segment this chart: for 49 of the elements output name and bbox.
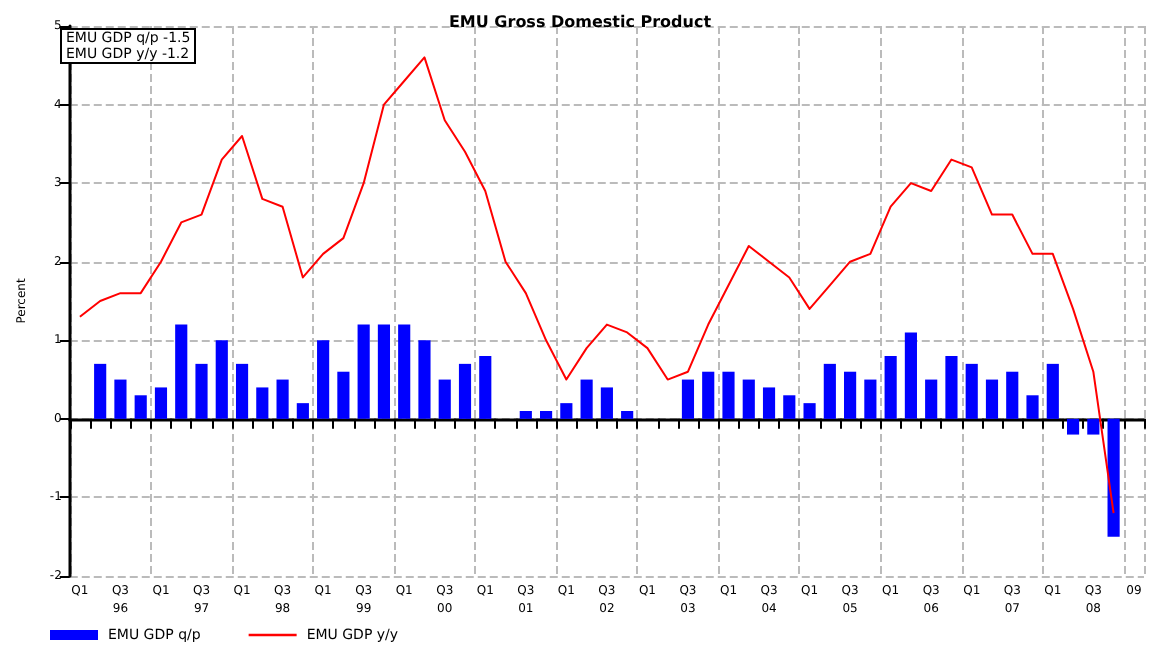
bar bbox=[175, 324, 188, 419]
bar bbox=[803, 403, 816, 419]
bar bbox=[945, 356, 958, 419]
bar bbox=[519, 411, 532, 419]
bar bbox=[195, 363, 208, 419]
bar bbox=[864, 379, 877, 419]
bar bbox=[1046, 363, 1059, 419]
bar bbox=[398, 324, 411, 419]
bar bbox=[985, 379, 999, 419]
bar bbox=[702, 371, 715, 419]
bar bbox=[377, 324, 391, 419]
bar bbox=[1006, 371, 1019, 419]
bar bbox=[296, 403, 309, 419]
bar bbox=[1107, 418, 1120, 537]
bar bbox=[722, 371, 735, 419]
bar bbox=[540, 411, 553, 419]
bar bbox=[94, 363, 107, 419]
bar bbox=[600, 387, 613, 419]
bar bbox=[154, 387, 168, 419]
bar bbox=[1026, 395, 1039, 419]
bar bbox=[134, 395, 147, 419]
bar bbox=[621, 411, 634, 419]
bar bbox=[742, 379, 755, 419]
bar bbox=[681, 379, 695, 419]
bar bbox=[844, 371, 857, 419]
bar bbox=[1087, 418, 1100, 435]
bar bbox=[317, 340, 330, 419]
chart-title: EMU Gross Domestic Product bbox=[448, 13, 712, 31]
bar bbox=[256, 387, 269, 419]
bar bbox=[884, 356, 897, 419]
bar bbox=[235, 363, 249, 419]
bar bbox=[580, 379, 593, 419]
bar bbox=[1066, 418, 1080, 435]
bar bbox=[337, 371, 350, 419]
bar bbox=[965, 363, 978, 419]
bar bbox=[783, 395, 796, 419]
bar bbox=[904, 332, 917, 419]
bar bbox=[560, 403, 573, 419]
bar bbox=[114, 379, 127, 419]
bar bbox=[438, 379, 451, 419]
bar bbox=[762, 387, 776, 419]
bar bbox=[276, 379, 289, 419]
bar bbox=[418, 340, 431, 419]
bar bbox=[357, 324, 370, 419]
bar bbox=[925, 379, 938, 419]
bar bbox=[479, 356, 492, 419]
bar bbox=[823, 363, 836, 419]
bar bbox=[458, 363, 472, 419]
bar bbox=[215, 340, 228, 419]
